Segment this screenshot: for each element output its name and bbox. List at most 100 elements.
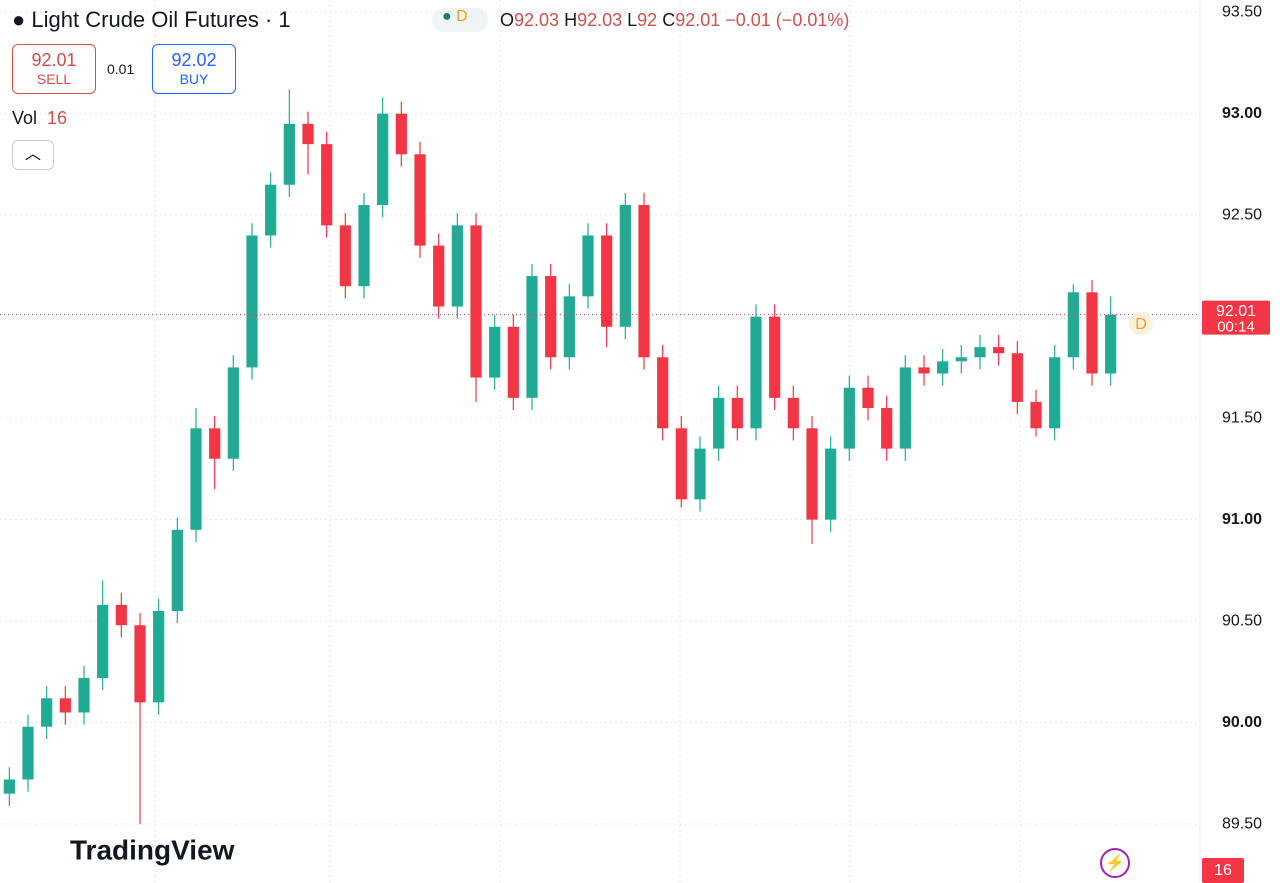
candle-body bbox=[638, 205, 650, 358]
last-badge-bg bbox=[1129, 311, 1153, 336]
candle-body bbox=[545, 276, 557, 358]
candle-body bbox=[321, 144, 333, 226]
candle-body bbox=[209, 428, 221, 459]
c-value: 92.01 bbox=[675, 10, 721, 30]
buy-label: BUY bbox=[179, 71, 209, 87]
y-tick-label: 93.00 bbox=[1222, 105, 1262, 122]
candle-body bbox=[582, 235, 594, 297]
candle-body bbox=[265, 184, 277, 236]
candle-body bbox=[59, 698, 71, 713]
candle-body bbox=[750, 316, 762, 429]
candle-body bbox=[526, 276, 538, 398]
y-tick-label: 91.00 bbox=[1222, 511, 1262, 528]
buy-price: 92.02 bbox=[171, 50, 217, 70]
candle-body bbox=[713, 397, 725, 449]
candle-body bbox=[470, 225, 482, 378]
h-value: 92.03 bbox=[577, 10, 623, 30]
sell-label: SELL bbox=[36, 71, 72, 87]
candle-body bbox=[974, 347, 986, 358]
candle-body bbox=[433, 245, 445, 307]
c-label: C bbox=[662, 10, 676, 30]
candle-body bbox=[675, 428, 687, 500]
candle-body bbox=[1067, 292, 1079, 358]
candle-body bbox=[694, 448, 706, 500]
volume-value: 16 bbox=[47, 108, 68, 128]
change: −0.01 (−0.01%) bbox=[725, 10, 850, 30]
candle-body bbox=[1105, 314, 1117, 374]
candle-body bbox=[41, 698, 53, 727]
candle-body bbox=[843, 387, 855, 449]
candle-body bbox=[134, 625, 146, 703]
status-pill: ● D bbox=[432, 8, 488, 32]
candle-body bbox=[190, 428, 202, 530]
candle-body bbox=[563, 296, 575, 358]
y-tick-label: 93.50 bbox=[1222, 3, 1262, 20]
y-tick-label: 92.50 bbox=[1222, 206, 1262, 223]
candle-body bbox=[806, 428, 818, 520]
candle-body bbox=[377, 113, 389, 206]
sell-button[interactable]: 92.01 SELL bbox=[12, 44, 96, 94]
candle-body bbox=[283, 123, 295, 185]
candle-body bbox=[3, 779, 15, 794]
candle-body bbox=[657, 357, 669, 429]
y-tick-label: 90.50 bbox=[1222, 612, 1262, 629]
candle-body bbox=[1011, 353, 1023, 402]
candle-body bbox=[115, 604, 127, 626]
ohlc-row: O92.03 H92.03 L92 C92.01 −0.01 (−0.01%) bbox=[500, 10, 849, 31]
candle-body bbox=[489, 326, 501, 378]
bolt-icon: ⚡ bbox=[1105, 853, 1125, 872]
candle-body bbox=[97, 604, 109, 678]
candle-body bbox=[825, 448, 837, 520]
candle-body bbox=[246, 235, 258, 368]
volume-legend: Vol 16 bbox=[12, 108, 67, 129]
drop-icon: ● bbox=[12, 7, 26, 32]
volume-axis-label: 16 bbox=[1214, 862, 1232, 879]
candle-body bbox=[171, 529, 183, 611]
y-tick-label: 89.50 bbox=[1222, 815, 1262, 832]
o-value: 92.03 bbox=[514, 10, 560, 30]
volume-label: Vol bbox=[12, 108, 38, 128]
h-label: H bbox=[564, 10, 578, 30]
candle-body bbox=[955, 357, 967, 362]
candle-body bbox=[1086, 292, 1098, 374]
last-badge: D bbox=[1135, 316, 1147, 333]
volume-box bbox=[1202, 858, 1244, 883]
candle-body bbox=[78, 677, 90, 713]
quick-action-icon[interactable] bbox=[1100, 848, 1130, 878]
collapse-button[interactable]: ︿ bbox=[12, 140, 54, 170]
candle-body bbox=[619, 205, 631, 327]
candle-body bbox=[1049, 357, 1061, 429]
last-price-label: 92.01 bbox=[1216, 303, 1256, 320]
candle-body bbox=[153, 610, 165, 703]
symbol-title: ● Light Crude Oil Futures · 1 bbox=[12, 7, 291, 33]
candle-body bbox=[787, 397, 799, 429]
candle-body bbox=[881, 408, 893, 449]
candle-body bbox=[993, 347, 1005, 354]
candle-body bbox=[22, 726, 34, 780]
title: Light Crude Oil Futures · 1 bbox=[31, 7, 291, 32]
candle-body bbox=[507, 326, 519, 398]
interval-badge: D bbox=[456, 8, 468, 25]
candle-body bbox=[302, 123, 314, 145]
spread: 0.01 bbox=[107, 61, 135, 77]
candle-body bbox=[899, 367, 911, 449]
candle-body bbox=[227, 367, 239, 459]
candle-body bbox=[451, 225, 463, 307]
countdown: 00:14 bbox=[1217, 319, 1255, 336]
buy-button[interactable]: 92.02 BUY bbox=[152, 44, 236, 94]
candle-body bbox=[937, 361, 949, 374]
candle-body bbox=[358, 205, 370, 287]
candle-body bbox=[395, 113, 407, 155]
brand: TradingView bbox=[70, 834, 235, 865]
candle-body bbox=[769, 316, 781, 398]
candle-body bbox=[1030, 401, 1042, 429]
y-tick-label: 90.00 bbox=[1222, 714, 1262, 731]
candle-body bbox=[601, 235, 613, 327]
candle-body bbox=[731, 397, 743, 429]
candle-body bbox=[339, 225, 351, 287]
candle-body bbox=[862, 387, 874, 409]
l-value: 92 bbox=[637, 10, 658, 30]
y-tick-label: 91.50 bbox=[1222, 409, 1262, 426]
